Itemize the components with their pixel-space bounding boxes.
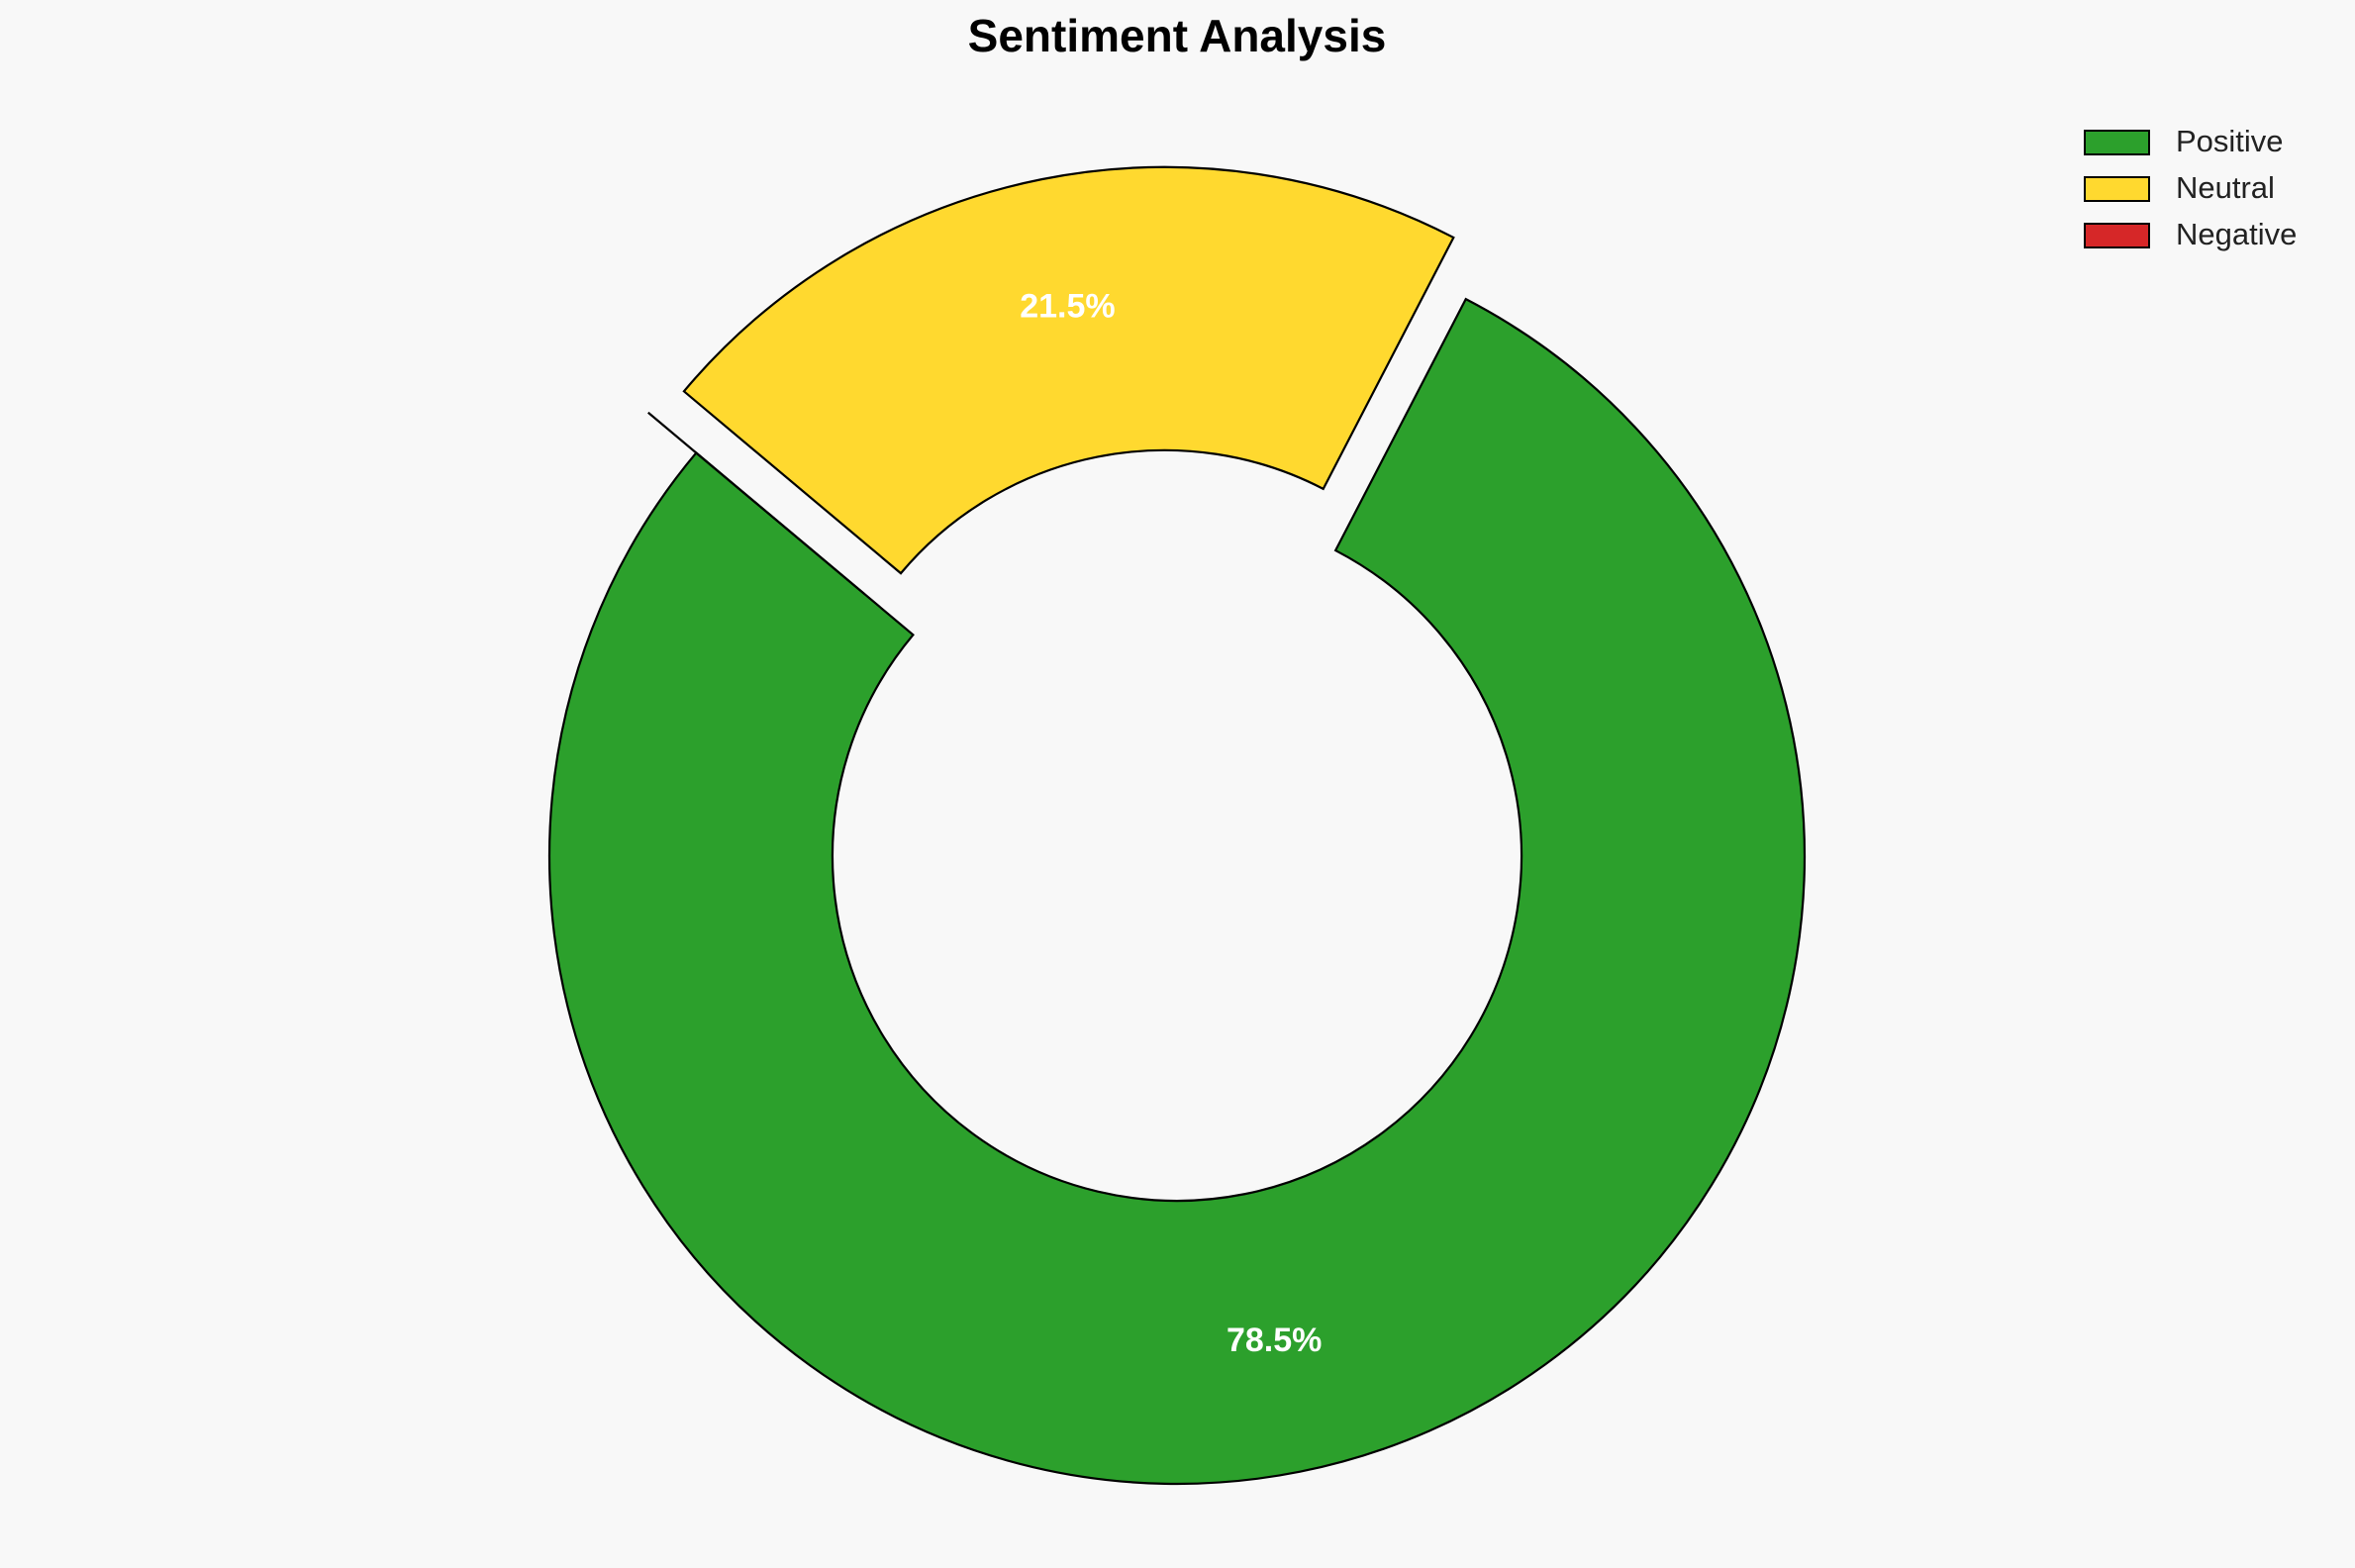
value-label: 21.5% (1020, 288, 1115, 326)
chart-title: Sentiment Analysis (968, 10, 1387, 61)
pie-slice (682, 165, 1455, 575)
legend-label: Positive (2176, 124, 2284, 158)
legend-swatch (2084, 130, 2150, 155)
legend-label: Negative (2176, 217, 2297, 251)
pie-slice (547, 297, 1807, 1486)
value-label: 78.5% (1227, 1322, 1322, 1359)
legend-swatch (2084, 223, 2150, 248)
pie-slice (647, 411, 866, 596)
legend-swatch (2084, 176, 2150, 202)
legend-label: Neutral (2176, 170, 2275, 205)
